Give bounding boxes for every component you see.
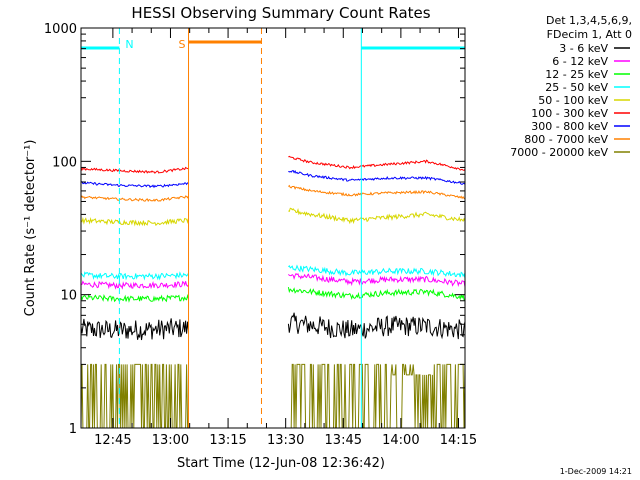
chart-title: HESSI Observing Summary Count Rates: [131, 4, 430, 22]
x-tick-label: 14:15: [440, 433, 477, 448]
series-line: [80, 264, 466, 281]
series-line: [80, 207, 466, 227]
series-6: [81, 169, 466, 189]
series-1: [80, 272, 466, 290]
y-axis-label: Count Rate (s⁻¹ detector⁻¹): [23, 140, 38, 317]
legend-label: 800 - 7000 keV: [524, 133, 608, 146]
x-tick-label: 13:45: [325, 433, 362, 448]
series-8: [80, 363, 466, 429]
legend-label: 25 - 50 keV: [545, 81, 608, 94]
event-marker-label: N: [125, 38, 133, 51]
series-line: [80, 155, 466, 174]
x-tick-label: 12:45: [94, 433, 131, 448]
legend-label: 300 - 800 keV: [531, 120, 608, 133]
x-tick-label: 13:00: [152, 433, 189, 448]
series-7: [80, 184, 466, 202]
series-2: [80, 286, 465, 303]
series-line: [80, 286, 465, 303]
series-0: [80, 312, 466, 341]
series-line: [80, 184, 466, 202]
legend-label: 3 - 6 keV: [559, 42, 608, 55]
footer-date: 1-Dec-2009 14:21: [560, 467, 632, 476]
legend-label: 12 - 25 keV: [545, 68, 608, 81]
plot-frame: [80, 27, 466, 429]
series-line: [80, 272, 466, 290]
series-line: [81, 169, 466, 189]
series-layer: [80, 155, 466, 429]
legend-header-line-2: FDecim 1, Att 0: [547, 28, 632, 41]
event-marker-label: S: [179, 38, 186, 51]
series-line: [80, 312, 466, 341]
x-tick-label: 13:30: [267, 433, 304, 448]
series-3: [80, 264, 466, 281]
series-4: [80, 207, 466, 227]
axes: 1 10 100 1000 12:45 13:00 13:15 13:30 13:45 14:00…: [44, 22, 477, 448]
x-tick-label: 13:15: [209, 433, 246, 448]
legend-header-line-1: Det 1,3,4,5,6,9,: [546, 14, 632, 27]
x-tick-label: 14:00: [382, 433, 419, 448]
series-line: [80, 363, 466, 429]
legend-label: 100 - 300 keV: [531, 107, 608, 120]
x-axis-label: Start Time (12-Jun-08 12:36:42): [177, 456, 385, 471]
y-tick-label: 1000: [44, 22, 77, 37]
legend-label: 7000 - 20000 keV: [510, 146, 608, 159]
series-5: [80, 155, 466, 174]
y-tick-label: 10: [60, 289, 77, 304]
legend: Det 1,3,4,5,6,9, FDecim 1, Att 0 3 - 6 k…: [510, 14, 632, 159]
y-tick-label: 100: [52, 155, 77, 170]
legend-label: 6 - 12 keV: [552, 55, 608, 68]
y-tick-label: 1: [69, 422, 77, 437]
legend-label: 50 - 100 keV: [538, 94, 608, 107]
